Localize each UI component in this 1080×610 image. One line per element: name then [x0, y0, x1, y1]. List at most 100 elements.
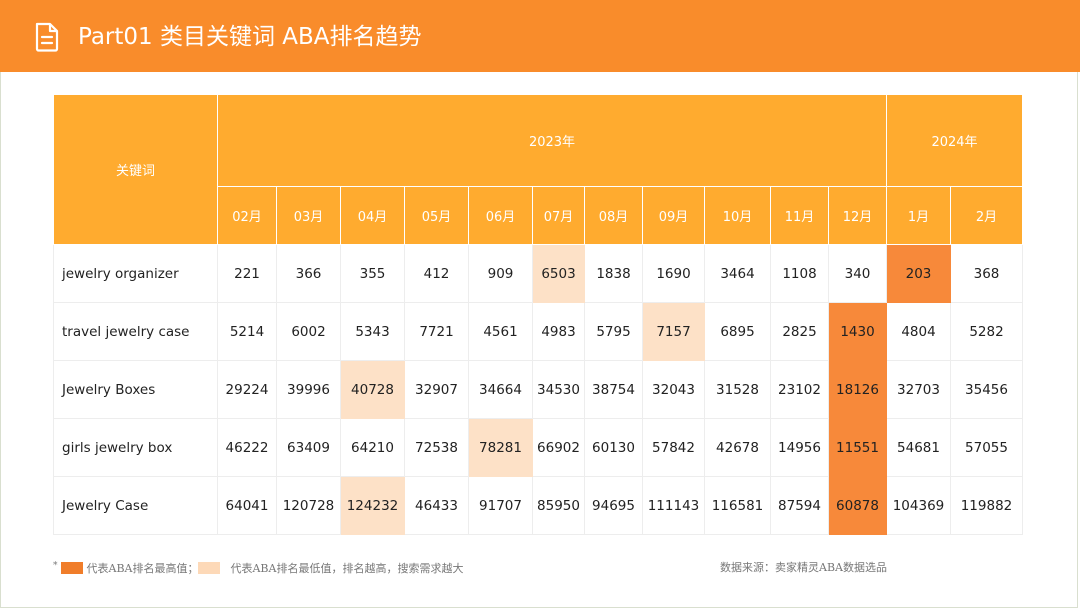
rank-cell: 1430	[828, 302, 887, 361]
rank-cell: 111143	[642, 476, 705, 535]
rank-cell: 42678	[704, 418, 771, 477]
rank-cell: 46433	[404, 476, 469, 535]
rank-cell: 54681	[886, 418, 951, 477]
month-header: 12月	[828, 186, 887, 245]
month-header: 11月	[770, 186, 829, 245]
rank-cell: 124232	[340, 476, 405, 535]
rank-cell: 72538	[404, 418, 469, 477]
month-header-row: 02月 03月 04月 05月 06月 07月 08月 09月 10月 11月 …	[54, 186, 1023, 245]
rank-cell: 104369	[886, 476, 951, 535]
rank-cell: 94695	[584, 476, 643, 535]
month-header: 07月	[532, 186, 585, 245]
rank-cell: 4983	[532, 302, 585, 361]
rank-cell: 78281	[468, 418, 533, 477]
month-header: 2月	[950, 186, 1023, 245]
month-header: 10月	[704, 186, 771, 245]
rank-cell: 38754	[584, 360, 643, 419]
rank-cell: 7157	[642, 302, 705, 361]
month-header: 09月	[642, 186, 705, 245]
rank-cell: 3464	[704, 244, 771, 303]
keyword-cell: jewelry organizer	[53, 244, 218, 303]
rank-cell: 32043	[642, 360, 705, 419]
year-header-row: 关键词 2023年 2024年	[53, 94, 1023, 245]
rank-cell: 6895	[704, 302, 771, 361]
rank-cell: 221	[217, 244, 277, 303]
rank-cell: 57055	[950, 418, 1023, 477]
rank-cell: 120728	[276, 476, 341, 535]
month-header: 1月	[886, 186, 951, 245]
rank-cell: 57842	[642, 418, 705, 477]
rank-cell: 14956	[770, 418, 829, 477]
table-row: jewelry organizer 221 366 355 412 909 6503 1838…	[53, 244, 1023, 303]
rank-cell: 64210	[340, 418, 405, 477]
month-header: 03月	[276, 186, 341, 245]
rank-cell: 60130	[584, 418, 643, 477]
legend: * 代表ABA排名最高值； 代表ABA排名最低值，排名越高，搜索需求越大	[53, 560, 463, 576]
rank-cell: 412	[404, 244, 469, 303]
rank-cell: 2825	[770, 302, 829, 361]
rank-cell: 40728	[340, 360, 405, 419]
table-row: Jewelry Boxes 29224 39996 40728 32907 34664 34…	[53, 360, 1023, 419]
rank-cell: 340	[828, 244, 887, 303]
keyword-cell: Jewelry Case	[53, 476, 218, 535]
year-2023-header: 2023年	[217, 94, 887, 187]
rank-cell: 1838	[584, 244, 643, 303]
table-row: travel jewelry case 5214 6002 5343 7721 4561 4…	[53, 302, 1023, 361]
rank-cell: 4804	[886, 302, 951, 361]
rank-cell: 31528	[704, 360, 771, 419]
rank-cell: 18126	[828, 360, 887, 419]
month-header: 06月	[468, 186, 533, 245]
year-2024-header: 2024年	[886, 94, 1023, 187]
rank-cell: 909	[468, 244, 533, 303]
table-row: girls jewelry box 46222 63409 64210 72538 782…	[53, 418, 1023, 477]
rank-cell: 39996	[276, 360, 341, 419]
rank-cell: 29224	[217, 360, 277, 419]
lowest-swatch	[198, 562, 221, 574]
legend-highest-text: 代表ABA排名最高值；	[86, 562, 199, 575]
rank-cell: 46222	[217, 418, 277, 477]
rank-cell: 366	[276, 244, 341, 303]
rank-cell: 5795	[584, 302, 643, 361]
rank-cell: 4561	[468, 302, 533, 361]
month-header: 05月	[404, 186, 469, 245]
keyword-column-header: 关键词	[53, 94, 218, 245]
rank-cell: 60878	[828, 476, 887, 535]
rank-cell: 91707	[468, 476, 533, 535]
keyword-cell: Jewelry Boxes	[53, 360, 218, 419]
rank-cell: 34664	[468, 360, 533, 419]
rank-cell: 7721	[404, 302, 469, 361]
rank-cell: 64041	[217, 476, 277, 535]
rank-cell: 87594	[770, 476, 829, 535]
month-header: 02月	[217, 186, 277, 245]
rank-cell: 355	[340, 244, 405, 303]
table-body: jewelry organizer 221 366 355 412 909 6503 1838…	[53, 244, 1023, 535]
rank-cell: 23102	[770, 360, 829, 419]
rank-cell: 368	[950, 244, 1023, 303]
rank-cell: 5214	[217, 302, 277, 361]
rank-cell: 32703	[886, 360, 951, 419]
legend-star: *	[53, 561, 58, 571]
rank-cell: 5343	[340, 302, 405, 361]
month-header: 04月	[340, 186, 405, 245]
highest-swatch	[60, 562, 83, 574]
rank-cell: 63409	[276, 418, 341, 477]
table-row: Jewelry Case 64041 120728 124232 46433 91707 8…	[53, 476, 1023, 535]
rank-cell: 5282	[950, 302, 1023, 361]
rank-cell: 6002	[276, 302, 341, 361]
aba-ranking-table: 关键词 2023年 2024年 02月 03月 04月 05月 06月 07月 …	[53, 94, 1023, 535]
rank-cell: 85950	[532, 476, 585, 535]
keyword-cell: girls jewelry box	[53, 418, 218, 477]
rank-cell: 34530	[532, 360, 585, 419]
rank-cell: 32907	[404, 360, 469, 419]
keyword-cell: travel jewelry case	[53, 302, 218, 361]
rank-cell: 1690	[642, 244, 705, 303]
rank-cell: 119882	[950, 476, 1023, 535]
rank-cell: 6503	[532, 244, 585, 303]
page-title: Part01 类目关键词 ABA排名趋势	[78, 24, 422, 50]
rank-cell: 1108	[770, 244, 829, 303]
legend-lowest-text: 代表ABA排名最低值，排名越高，搜索需求越大	[230, 562, 464, 575]
rank-cell: 66902	[532, 418, 585, 477]
rank-cell: 35456	[950, 360, 1023, 419]
document-icon	[35, 22, 59, 52]
rank-cell: 116581	[704, 476, 771, 535]
